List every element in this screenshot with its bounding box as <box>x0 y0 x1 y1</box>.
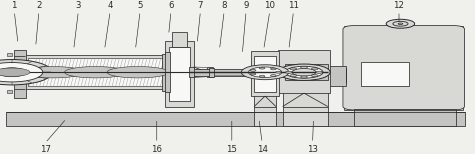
Bar <box>354 109 456 126</box>
Bar <box>169 47 190 101</box>
Circle shape <box>259 75 265 77</box>
Circle shape <box>312 68 318 70</box>
Text: 12: 12 <box>393 1 405 10</box>
Bar <box>7 90 12 93</box>
Text: 6: 6 <box>168 1 174 10</box>
Circle shape <box>290 75 296 77</box>
Text: 14: 14 <box>256 145 268 154</box>
Bar <box>278 50 330 93</box>
Text: 4: 4 <box>107 1 113 10</box>
Bar <box>25 55 166 89</box>
Circle shape <box>0 63 43 82</box>
Bar <box>189 67 194 77</box>
Bar <box>172 32 187 47</box>
Circle shape <box>278 64 330 80</box>
Circle shape <box>285 66 323 78</box>
Text: 13: 13 <box>307 145 318 154</box>
Circle shape <box>270 75 276 76</box>
Bar <box>28 58 163 86</box>
Circle shape <box>398 23 403 24</box>
Bar <box>344 26 463 109</box>
Bar <box>14 50 26 98</box>
Circle shape <box>290 68 296 70</box>
Bar <box>251 67 256 77</box>
Bar <box>192 69 210 76</box>
Text: 10: 10 <box>264 1 276 10</box>
Bar <box>361 62 408 86</box>
Text: 3: 3 <box>76 1 81 10</box>
Bar <box>165 52 170 92</box>
Bar <box>165 41 194 107</box>
FancyBboxPatch shape <box>343 26 465 110</box>
Circle shape <box>0 68 26 77</box>
Circle shape <box>241 65 289 80</box>
Circle shape <box>276 71 281 73</box>
Bar <box>7 53 12 56</box>
Polygon shape <box>22 67 84 78</box>
Circle shape <box>250 73 256 75</box>
Circle shape <box>292 69 316 76</box>
Polygon shape <box>107 67 169 78</box>
Bar <box>254 56 276 92</box>
Circle shape <box>386 19 415 28</box>
Circle shape <box>270 68 276 70</box>
Polygon shape <box>65 67 126 78</box>
Circle shape <box>312 75 318 77</box>
Bar <box>207 67 213 77</box>
Bar <box>162 54 166 91</box>
Polygon shape <box>0 68 30 76</box>
Circle shape <box>301 66 307 69</box>
Circle shape <box>285 71 292 73</box>
Text: 15: 15 <box>226 145 238 154</box>
Text: 2: 2 <box>36 1 42 10</box>
Circle shape <box>248 67 282 77</box>
Circle shape <box>301 76 307 78</box>
Circle shape <box>250 69 256 71</box>
Text: 8: 8 <box>221 1 227 10</box>
Bar <box>251 51 279 96</box>
Circle shape <box>316 71 323 73</box>
Text: 5: 5 <box>137 1 143 10</box>
Bar <box>209 69 253 75</box>
Text: 7: 7 <box>198 1 203 10</box>
Text: 16: 16 <box>151 145 162 154</box>
Bar <box>254 93 276 126</box>
Bar <box>209 68 214 77</box>
Bar <box>328 65 346 86</box>
Text: 11: 11 <box>288 1 299 10</box>
Bar <box>285 64 328 80</box>
Text: 17: 17 <box>39 145 51 154</box>
Text: 9: 9 <box>243 1 249 10</box>
Bar <box>283 92 328 126</box>
Circle shape <box>0 60 52 85</box>
Text: 1: 1 <box>11 1 17 10</box>
Bar <box>6 113 465 126</box>
Circle shape <box>259 67 265 69</box>
